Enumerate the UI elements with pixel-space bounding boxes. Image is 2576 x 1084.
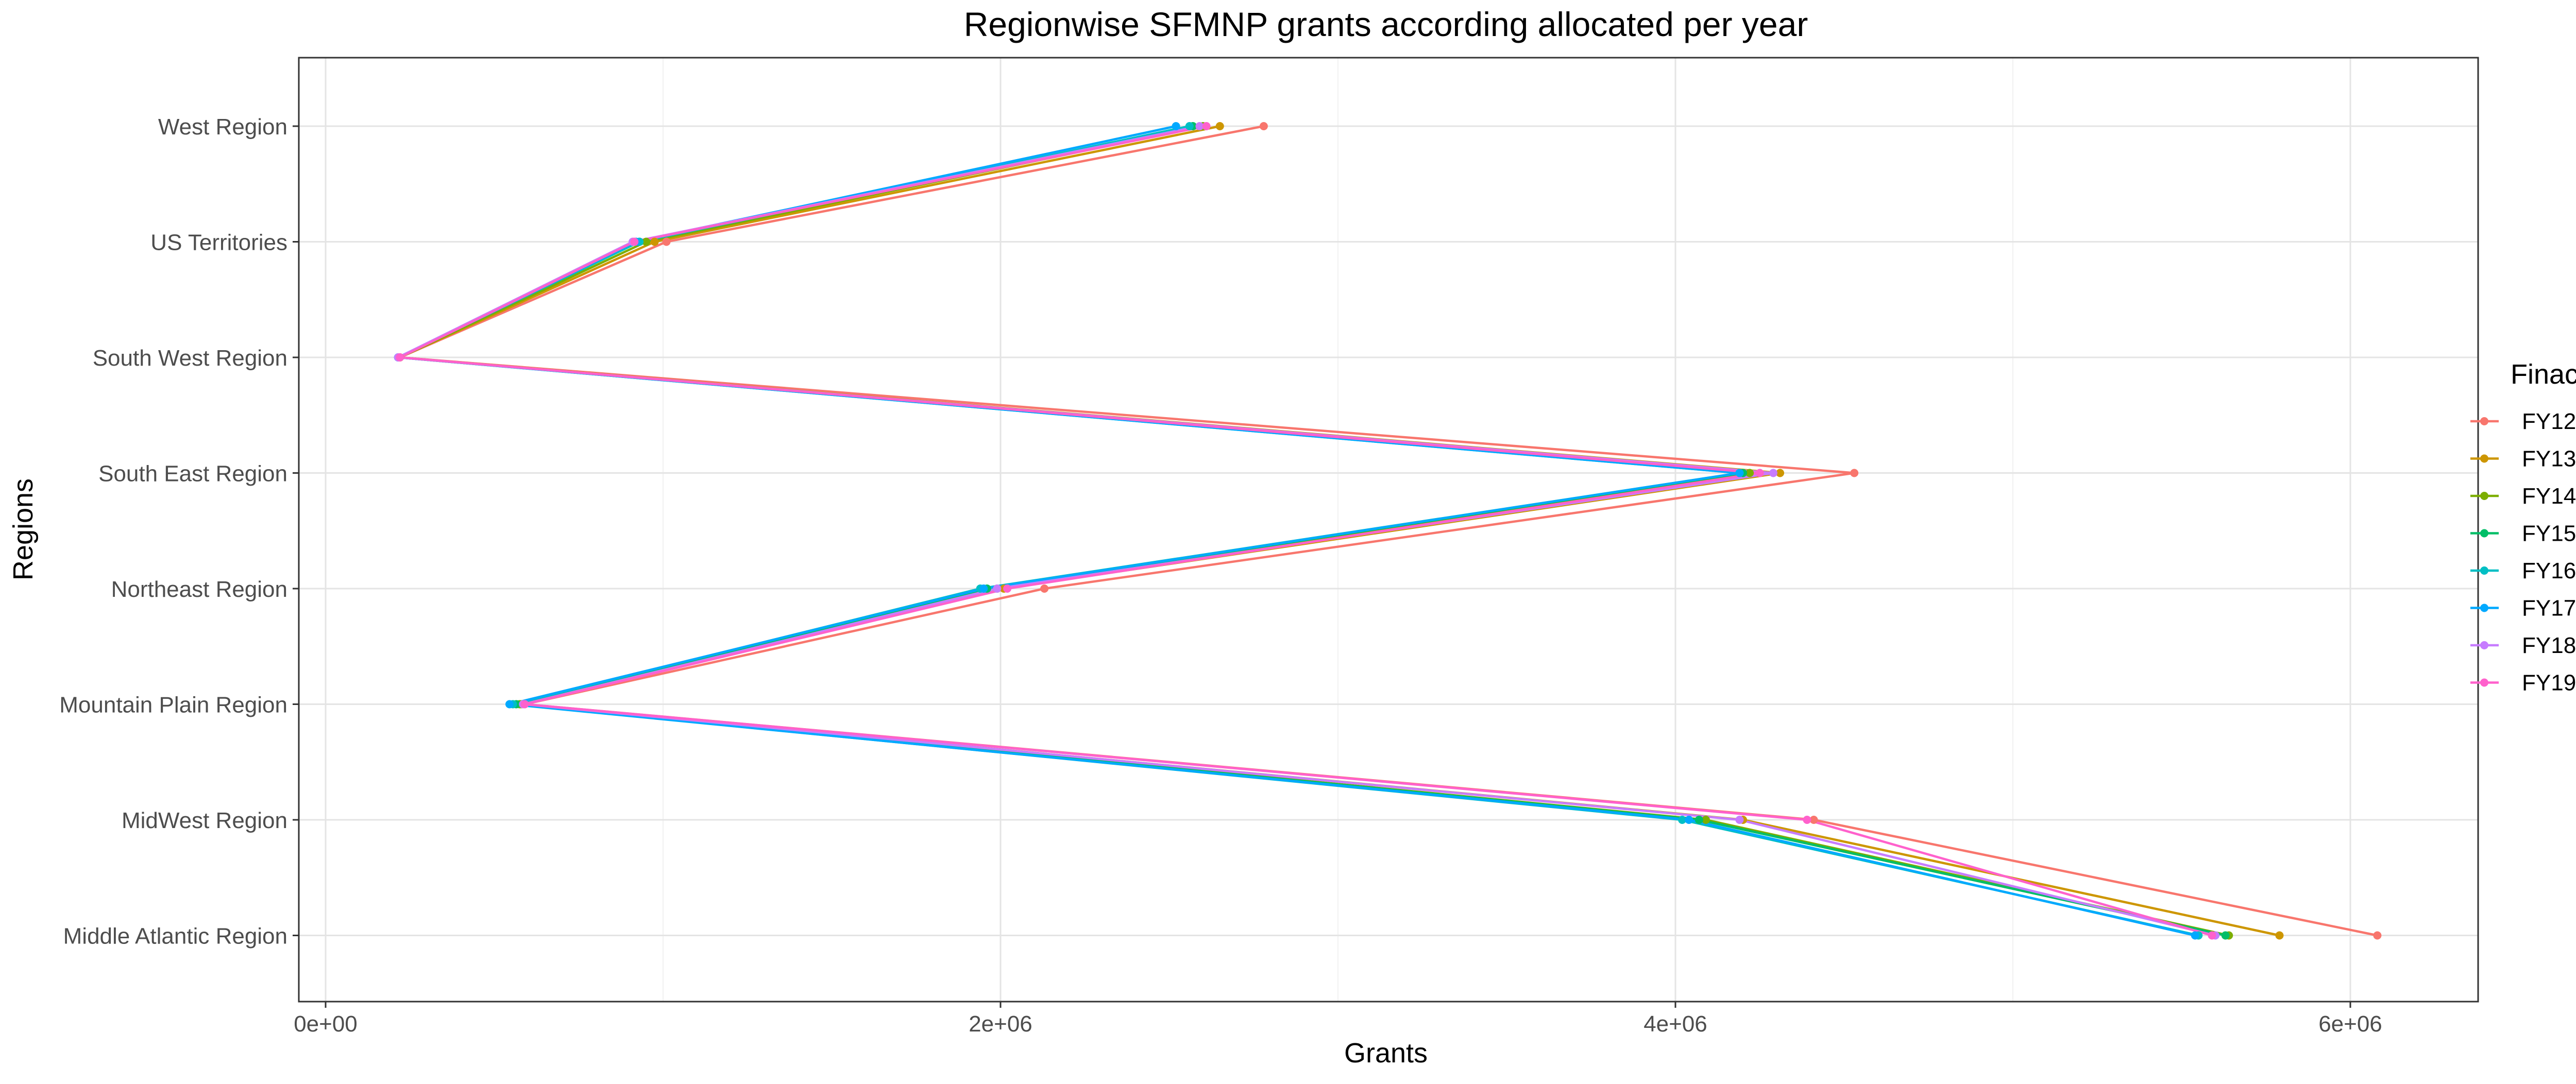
legend-label-fy14: FY14 [2522, 484, 2576, 509]
y-tick-label: South West Region [93, 346, 287, 371]
y-axis: West Region US Territories South West Regi… [59, 114, 299, 949]
legend-key-point-fy17 [2480, 604, 2488, 612]
legend-title: Finacial Year [2511, 359, 2576, 390]
legend-key-point-fy15 [2480, 529, 2488, 538]
data-point-fy14 [1745, 469, 1754, 477]
legend-key-point-fy18 [2480, 641, 2488, 649]
y-tick-label: South East Region [98, 461, 287, 487]
data-point-fy12 [2373, 931, 2382, 940]
chart-title: Regionwise SFMNP grants according alloca… [964, 5, 1808, 43]
data-point-fy19 [1803, 816, 1811, 824]
legend-label-fy18: FY18 [2522, 633, 2576, 658]
plot-panel [298, 57, 2479, 1003]
x-tick-label: 0e+00 [294, 1011, 358, 1037]
legend-key-point-fy12 [2480, 417, 2488, 425]
data-point-fy18 [993, 584, 1002, 593]
legend-key-point-fy13 [2480, 454, 2488, 463]
data-point-fy12 [1809, 816, 1818, 824]
data-point-fy17 [1172, 122, 1180, 130]
data-point-fy15 [2221, 931, 2230, 940]
data-point-fy13 [650, 237, 659, 246]
data-point-fy14 [1701, 816, 1710, 824]
legend-key-point-fy16 [2480, 566, 2488, 575]
legend-label-fy13: FY13 [2522, 446, 2576, 472]
data-point-fy14 [642, 237, 651, 246]
data-point-fy17 [1685, 816, 1693, 824]
data-point-fy16 [1678, 816, 1687, 824]
y-tick-label: US Territories [150, 230, 287, 255]
y-tick-label: MidWest Region [122, 808, 287, 833]
data-point-fy13 [1776, 469, 1785, 477]
legend-label-fy17: FY17 [2522, 596, 2576, 621]
y-tick-label: Mountain Plain Region [59, 693, 287, 718]
data-point-fy18 [1195, 122, 1204, 130]
data-point-fy18 [1769, 469, 1777, 477]
y-tick-label: Middle Atlantic Region [63, 924, 287, 949]
x-tick-label: 4e+06 [1643, 1011, 1707, 1037]
data-point-fy19 [1755, 469, 1764, 477]
data-point-fy19 [396, 353, 404, 362]
data-point-fy12 [1040, 584, 1049, 593]
legend: Finacial Year FY12 FY13 FY14 FY15 FY16 FY17 FY… [2470, 359, 2576, 696]
data-point-fy19 [1202, 122, 1211, 130]
data-point-fy15 [1694, 816, 1703, 824]
x-axis-label: Grants [1344, 1038, 1428, 1069]
data-point-fy17 [979, 584, 988, 593]
data-point-fy16 [1185, 122, 1194, 130]
data-point-fy13 [2275, 931, 2284, 940]
data-point-fy19 [1003, 584, 1012, 593]
legend-label-fy12: FY12 [2522, 409, 2576, 434]
data-point-fy17 [505, 700, 514, 709]
y-tick-label: Northeast Region [111, 577, 287, 602]
y-axis-label: Regions [8, 478, 39, 580]
data-point-fy13 [1215, 122, 1224, 130]
data-point-fy12 [662, 237, 671, 246]
data-point-fy18 [1735, 816, 1744, 824]
data-point-fy17 [1735, 469, 1744, 477]
plot-border [298, 57, 2479, 1003]
y-tick-label: West Region [158, 114, 287, 140]
data-point-fy19 [520, 700, 529, 709]
legend-label-fy19: FY19 [2522, 670, 2576, 696]
data-point-fy12 [1850, 469, 1859, 477]
series-line-fy19 [398, 125, 2213, 937]
legend-key-point-fy19 [2480, 678, 2488, 687]
data-point-fy17 [2191, 931, 2199, 940]
data-point-fy12 [1259, 122, 1268, 130]
data-point-fy19 [2208, 931, 2216, 940]
legend-label-fy15: FY15 [2522, 521, 2576, 546]
x-axis: 0e+00 2e+06 4e+06 6e+06 [294, 1002, 2382, 1037]
data-point-fy19 [630, 237, 639, 246]
x-tick-label: 2e+06 [969, 1011, 1032, 1037]
legend-label-fy16: FY16 [2522, 558, 2576, 583]
legend-key-point-fy14 [2480, 492, 2488, 500]
x-tick-label: 6e+06 [2318, 1011, 2382, 1037]
